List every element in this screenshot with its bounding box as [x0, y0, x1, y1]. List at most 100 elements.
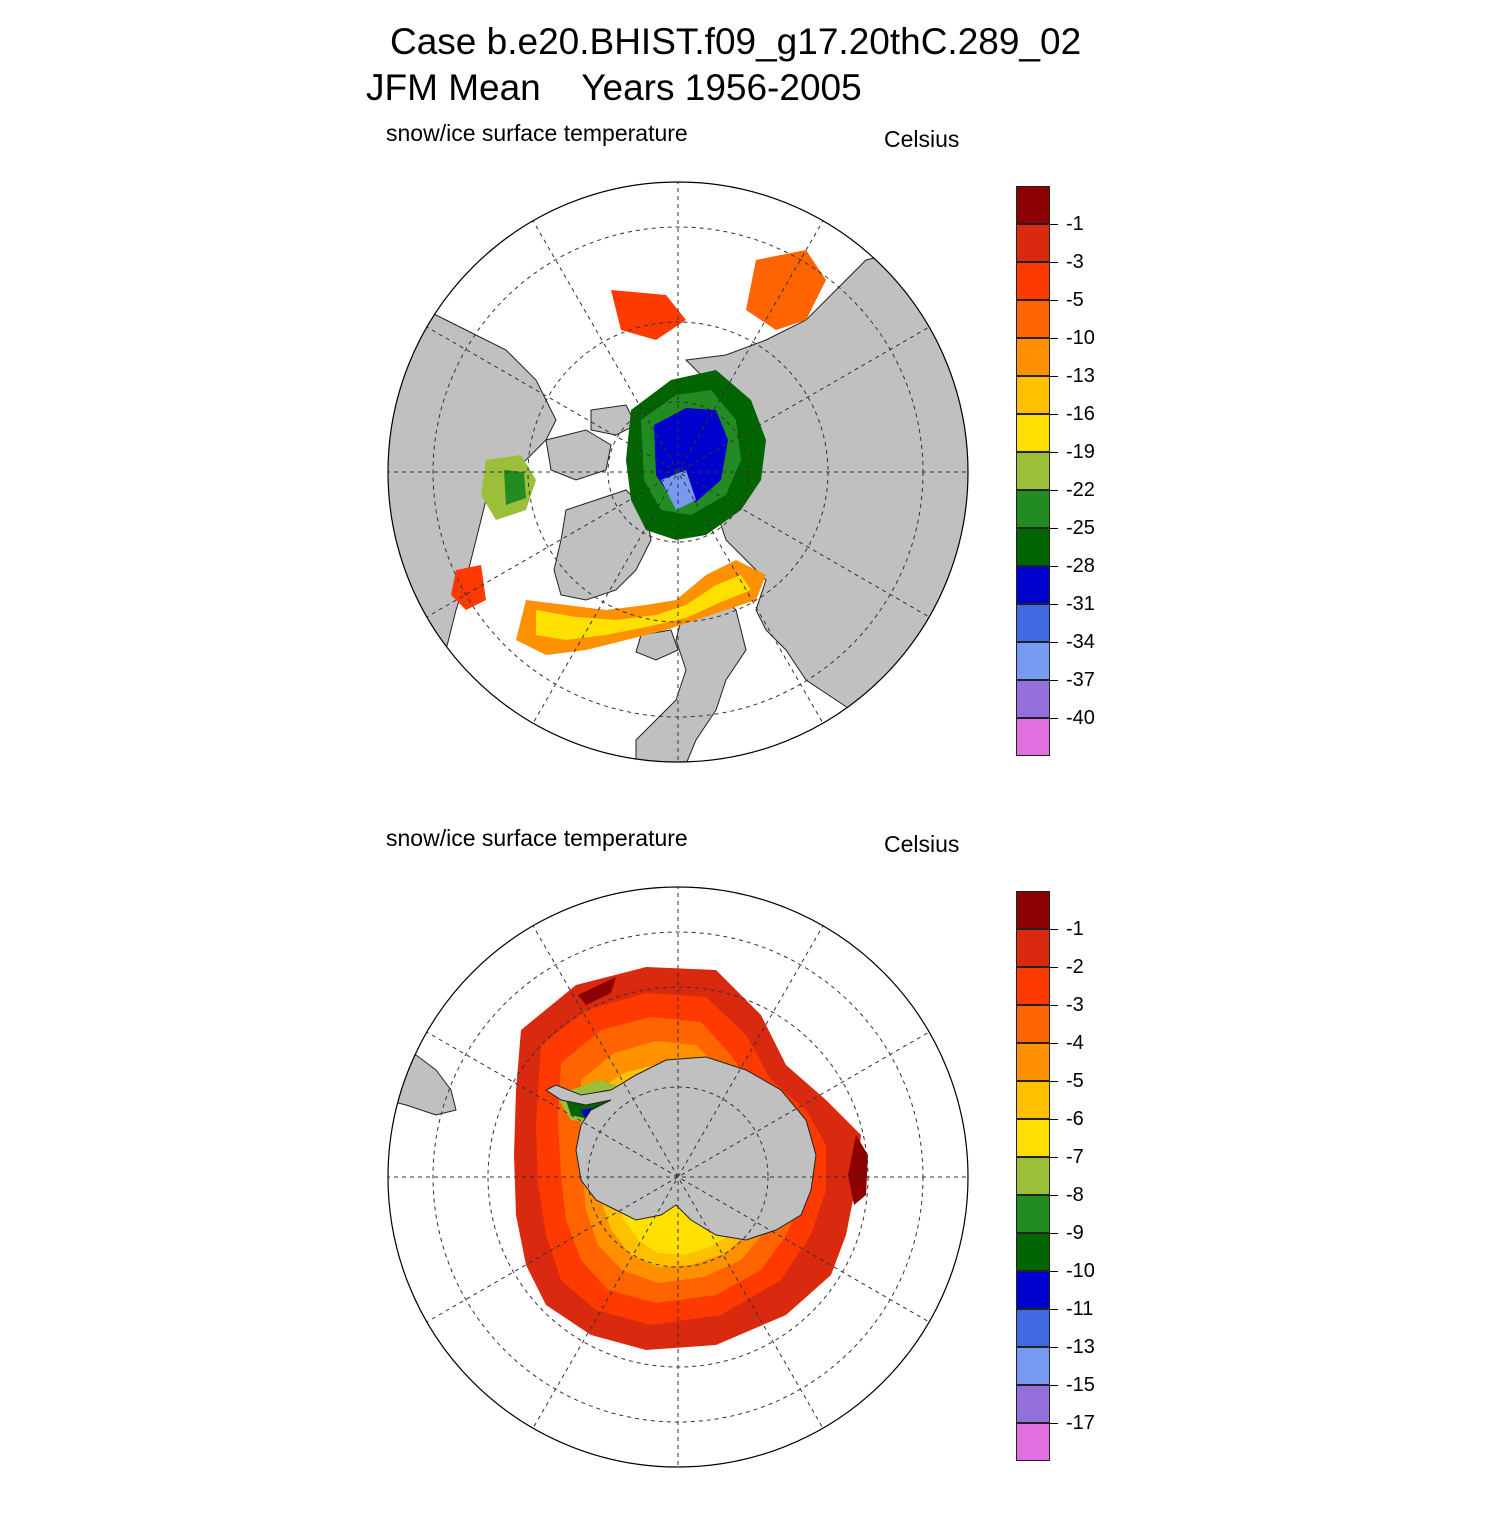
colorbar-tick — [1050, 1309, 1058, 1310]
antarctica-land — [545, 1056, 817, 1241]
colorbar-tick — [1050, 452, 1058, 453]
colorbar-tick — [1050, 1233, 1058, 1234]
colorbar-tick — [1050, 1385, 1058, 1386]
colorbar-swatch — [1016, 604, 1050, 642]
colorbar-tick — [1050, 490, 1058, 491]
colorbar-level-label: -31 — [1066, 593, 1095, 615]
colorbar-tick — [1050, 680, 1058, 681]
colorbar-tick — [1050, 1043, 1058, 1044]
colorbar-tick — [1050, 929, 1058, 930]
north-polar-panel: snow/ice surface temperature Celsius — [0, 112, 1500, 817]
north-polar-map — [387, 181, 969, 763]
colorbar-swatch — [1016, 967, 1050, 1005]
colorbar-level-label: -17 — [1066, 1412, 1095, 1434]
colorbar-swatch — [1016, 300, 1050, 338]
colorbar-swatch — [1016, 1423, 1050, 1461]
colorbar-level-label: -25 — [1066, 517, 1095, 539]
colorbar-tick — [1050, 262, 1058, 263]
figure-title-period: JFM Mean Years 1956-2005 — [366, 67, 862, 108]
colorbar-swatch — [1016, 376, 1050, 414]
colorbar-swatch — [1016, 528, 1050, 566]
colorbar-tick — [1050, 566, 1058, 567]
colorbar-level-label: -3 — [1066, 994, 1084, 1016]
south-graticule — [388, 887, 968, 1467]
colorbar-swatch — [1016, 1271, 1050, 1309]
colorbar-tick — [1050, 1081, 1058, 1082]
colorbar-level-label: -5 — [1066, 1070, 1084, 1092]
colorbar-tick — [1050, 414, 1058, 415]
colorbar-level-label: -28 — [1066, 555, 1095, 577]
colorbar-swatch — [1016, 1347, 1050, 1385]
colorbar-level-label: -3 — [1066, 251, 1084, 273]
colorbar-swatch — [1016, 1233, 1050, 1271]
colorbar-level-label: -6 — [1066, 1108, 1084, 1130]
colorbar-tick — [1050, 376, 1058, 377]
colorbar-level-label: -7 — [1066, 1146, 1084, 1168]
colorbar-level-label: -9 — [1066, 1222, 1084, 1244]
colorbar-tick — [1050, 967, 1058, 968]
colorbar-level-label: -11 — [1066, 1298, 1094, 1320]
colorbar-level-label: -4 — [1066, 1032, 1084, 1054]
colorbar-swatch — [1016, 891, 1050, 929]
colorbar-tick — [1050, 224, 1058, 225]
colorbar-tick — [1050, 718, 1058, 719]
colorbar-swatch — [1016, 1081, 1050, 1119]
south-polar-panel: snow/ice surface temperature Celsius — [0, 817, 1500, 1522]
colorbar-swatch — [1016, 1385, 1050, 1423]
colorbar-swatch — [1016, 642, 1050, 680]
south-variable-label: snow/ice surface temperature — [386, 825, 688, 851]
north-variable-label: snow/ice surface temperature — [386, 120, 688, 146]
colorbar-swatch — [1016, 1119, 1050, 1157]
colorbar-swatch — [1016, 1005, 1050, 1043]
colorbar-level-label: -8 — [1066, 1184, 1084, 1206]
colorbar-tick — [1050, 300, 1058, 301]
colorbar-level-label: -37 — [1066, 669, 1095, 691]
colorbar-swatch — [1016, 338, 1050, 376]
colorbar-level-label: -34 — [1066, 631, 1095, 653]
colorbar-swatch — [1016, 1157, 1050, 1195]
colorbar-level-label: -5 — [1066, 289, 1084, 311]
colorbar-level-label: -2 — [1066, 956, 1084, 978]
colorbar-level-label: -15 — [1066, 1374, 1095, 1396]
figure-title-case: Case b.e20.BHIST.f09_g17.20thC.289_02 — [390, 21, 1082, 62]
colorbar-tick — [1050, 1005, 1058, 1006]
colorbar-swatch — [1016, 262, 1050, 300]
colorbar-level-label: -19 — [1066, 441, 1095, 463]
colorbar-tick — [1050, 1271, 1058, 1272]
south-map-outline — [387, 886, 969, 1468]
colorbar-swatch — [1016, 1309, 1050, 1347]
colorbar-level-label: -1 — [1066, 213, 1084, 235]
colorbar-swatch — [1016, 224, 1050, 262]
colorbar-swatch — [1016, 452, 1050, 490]
colorbar-level-label: -13 — [1066, 365, 1095, 387]
colorbar-level-label: -16 — [1066, 403, 1095, 425]
colorbar-swatch — [1016, 414, 1050, 452]
colorbar-swatch — [1016, 718, 1050, 756]
colorbar-tick — [1050, 1195, 1058, 1196]
colorbar-swatch — [1016, 566, 1050, 604]
colorbar-tick — [1050, 604, 1058, 605]
colorbar-tick — [1050, 1119, 1058, 1120]
north-units-label: Celsius — [884, 126, 960, 152]
colorbar-level-label: -10 — [1066, 1260, 1095, 1282]
north-sea-ice-field — [451, 250, 826, 655]
colorbar-level-label: -22 — [1066, 479, 1095, 501]
colorbar-swatch — [1016, 1043, 1050, 1081]
south-units-label: Celsius — [884, 831, 960, 857]
south-polar-map — [387, 886, 969, 1468]
colorbar-tick — [1050, 1347, 1058, 1348]
colorbar-tick — [1050, 1157, 1058, 1158]
colorbar-level-label: -40 — [1066, 707, 1095, 729]
colorbar-swatch — [1016, 186, 1050, 224]
colorbar-tick — [1050, 642, 1058, 643]
north-map-outline — [387, 181, 969, 763]
colorbar-tick — [1050, 1423, 1058, 1424]
colorbar-tick — [1050, 338, 1058, 339]
colorbar-level-label: -13 — [1066, 1336, 1095, 1358]
colorbar-level-label: -1 — [1066, 918, 1084, 940]
colorbar-tick — [1050, 528, 1058, 529]
colorbar-swatch — [1016, 680, 1050, 718]
north-graticule — [388, 182, 968, 762]
colorbar-swatch — [1016, 1195, 1050, 1233]
colorbar-swatch — [1016, 929, 1050, 967]
